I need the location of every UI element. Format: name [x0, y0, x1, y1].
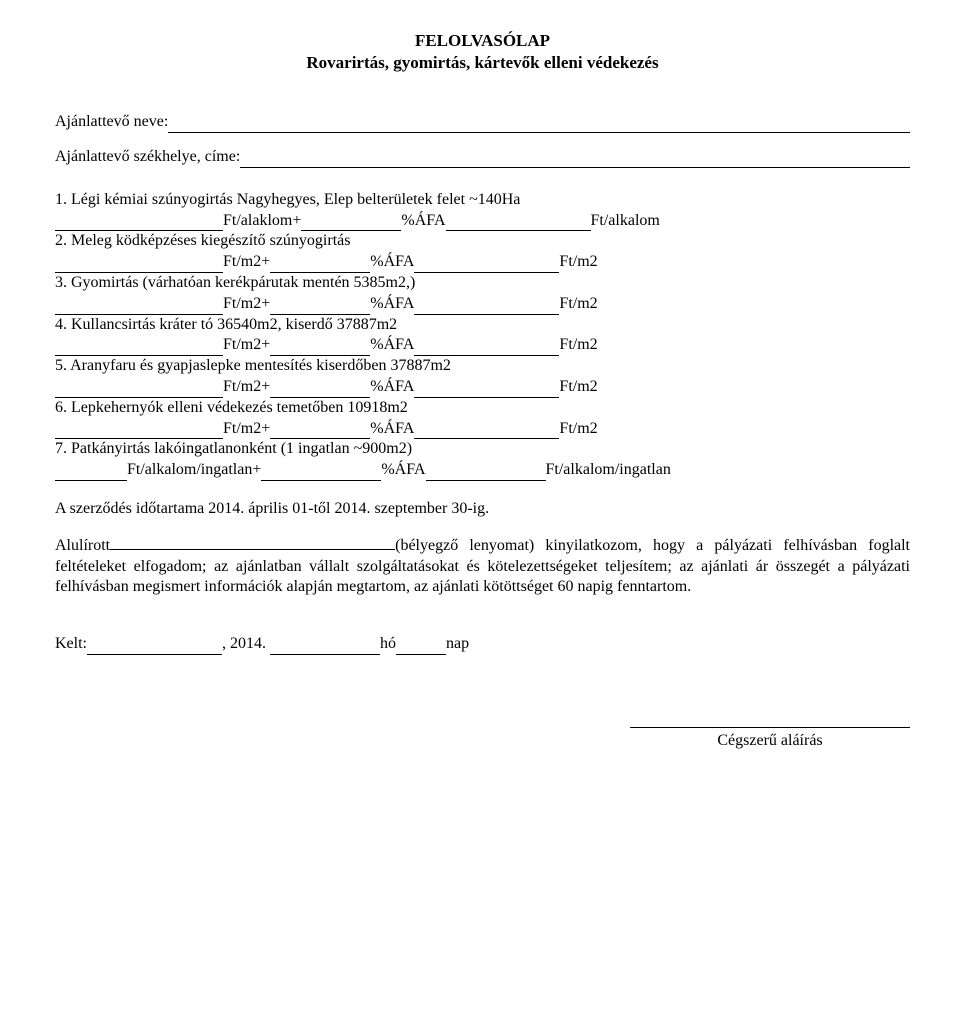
declaration-blank[interactable] [110, 549, 395, 550]
kelt-place-blank[interactable] [87, 638, 222, 655]
bidder-addr-line: Ajánlattevő székhelye, címe: [55, 147, 910, 168]
item-unit-line: Ft/m2+ %ÁFA Ft/m2 [55, 419, 910, 440]
bidder-name-line: Ajánlattevő neve: [55, 112, 910, 133]
unit1: Ft/alaklom+ [223, 211, 301, 232]
unit1: Ft/m2+ [223, 335, 270, 356]
item-text: 5. Aranyfaru és gyapjaslepke mentesítés … [55, 356, 910, 377]
unit-blank[interactable] [414, 381, 559, 398]
unit-blank[interactable] [55, 423, 223, 440]
item-text: 4. Kullancsirtás kráter tó 36540m2, kise… [55, 315, 910, 336]
unit-blank[interactable] [414, 256, 559, 273]
bidder-addr-label: Ajánlattevő székhelye, címe: [55, 147, 240, 168]
kelt-day-blank[interactable] [396, 638, 446, 655]
unit3: Ft/m2 [559, 335, 597, 356]
unit2: %ÁFA [370, 252, 414, 273]
unit2: %ÁFA [381, 460, 425, 481]
unit3: Ft/m2 [559, 294, 597, 315]
date-line: Kelt: , 2014. hó nap [55, 634, 910, 655]
declaration: Alulírott(bélyegző lenyomat) kinyilatkoz… [55, 536, 910, 598]
declaration-suffix: (bélyegző lenyomat) kinyilatkozom, hogy … [55, 537, 910, 596]
unit-blank[interactable] [55, 256, 223, 273]
unit1: Ft/m2+ [223, 252, 270, 273]
unit-blank[interactable] [270, 256, 370, 273]
unit-blank[interactable] [261, 464, 381, 481]
item-text: 3. Gyomirtás (várhatóan kerékpárutak men… [55, 273, 910, 294]
unit3: Ft/alkalom [591, 211, 660, 232]
unit2: %ÁFA [370, 294, 414, 315]
unit-blank[interactable] [414, 339, 559, 356]
item-unit-line: Ft/m2+ %ÁFA Ft/m2 [55, 335, 910, 356]
unit-blank[interactable] [55, 298, 223, 315]
unit-blank[interactable] [270, 339, 370, 356]
item-unit-line: Ft/m2+ %ÁFA Ft/m2 [55, 252, 910, 273]
item-unit-line: Ft/m2+ %ÁFA Ft/m2 [55, 377, 910, 398]
item-unit-line: Ft/alaklom+ %ÁFA Ft/alkalom [55, 211, 910, 232]
declaration-prefix: Alulírott [55, 537, 110, 554]
kelt-month-label: hó [380, 634, 396, 655]
kelt-year: , 2014. [222, 634, 266, 655]
unit2: %ÁFA [370, 419, 414, 440]
unit3: Ft/alkalom/ingatlan [546, 460, 671, 481]
unit3: Ft/m2 [559, 377, 597, 398]
item-text: 2. Meleg ködképzéses kiegészítő szúnyogi… [55, 231, 910, 252]
signature-label: Cégszerű aláírás [630, 731, 910, 752]
title-line1: FELOLVASÓLAP [55, 30, 910, 52]
item-text: 6. Lepkehernyók elleni védekezés temetőb… [55, 398, 910, 419]
unit-blank[interactable] [55, 381, 223, 398]
unit-blank[interactable] [55, 339, 223, 356]
unit1: Ft/m2+ [223, 419, 270, 440]
unit-blank[interactable] [55, 215, 223, 232]
unit1: Ft/alkalom/ingatlan+ [127, 460, 261, 481]
contract-period: A szerződés időtartama 2014. április 01-… [55, 499, 910, 520]
signature-line[interactable] [630, 727, 910, 728]
unit-blank[interactable] [55, 464, 127, 481]
unit2: %ÁFA [370, 335, 414, 356]
unit2: %ÁFA [401, 211, 445, 232]
unit1: Ft/m2+ [223, 377, 270, 398]
unit-blank[interactable] [270, 423, 370, 440]
unit3: Ft/m2 [559, 419, 597, 440]
unit-blank[interactable] [270, 298, 370, 315]
unit1: Ft/m2+ [223, 294, 270, 315]
item-unit-line: Ft/m2+ %ÁFA Ft/m2 [55, 294, 910, 315]
item-text: 1. Légi kémiai szúnyogirtás Nagyhegyes, … [55, 190, 910, 211]
item-unit-line: Ft/alkalom/ingatlan+ %ÁFA Ft/alkalom/ingat… [55, 460, 910, 481]
unit2: %ÁFA [370, 377, 414, 398]
items-block: 1. Légi kémiai szúnyogirtás Nagyhegyes, … [55, 190, 910, 481]
unit3: Ft/m2 [559, 252, 597, 273]
kelt-month-blank[interactable] [270, 638, 380, 655]
item-text: 7. Patkányirtás lakóingatlanonként (1 in… [55, 439, 910, 460]
unit-blank[interactable] [414, 298, 559, 315]
title-block: FELOLVASÓLAP Rovarirtás, gyomirtás, kárt… [55, 30, 910, 74]
unit-blank[interactable] [270, 381, 370, 398]
unit-blank[interactable] [414, 423, 559, 440]
kelt-label: Kelt: [55, 634, 87, 655]
kelt-day-label: nap [446, 634, 469, 655]
signature-block: Cégszerű aláírás [630, 727, 910, 752]
unit-blank[interactable] [426, 464, 546, 481]
title-line2: Rovarirtás, gyomirtás, kártevők elleni v… [55, 52, 910, 74]
unit-blank[interactable] [301, 215, 401, 232]
unit-blank[interactable] [446, 215, 591, 232]
bidder-name-label: Ajánlattevő neve: [55, 112, 168, 133]
bidder-name-blank[interactable] [168, 116, 910, 133]
bidder-addr-blank[interactable] [240, 151, 910, 168]
